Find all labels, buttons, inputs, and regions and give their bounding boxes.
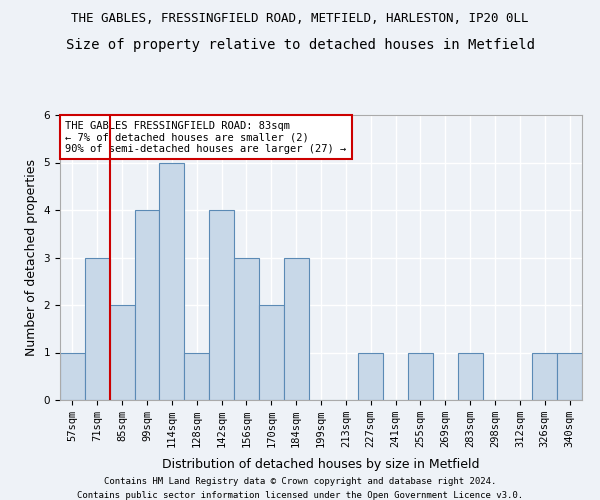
- Bar: [85, 258, 110, 400]
- Bar: [60, 352, 85, 400]
- Bar: [284, 258, 308, 400]
- Y-axis label: Number of detached properties: Number of detached properties: [25, 159, 38, 356]
- Bar: [160, 162, 184, 400]
- Bar: [110, 305, 134, 400]
- Bar: [259, 305, 284, 400]
- Bar: [358, 352, 383, 400]
- Text: THE GABLES, FRESSINGFIELD ROAD, METFIELD, HARLESTON, IP20 0LL: THE GABLES, FRESSINGFIELD ROAD, METFIELD…: [71, 12, 529, 26]
- Bar: [184, 352, 209, 400]
- Text: Contains HM Land Registry data © Crown copyright and database right 2024.: Contains HM Land Registry data © Crown c…: [104, 478, 496, 486]
- Bar: [134, 210, 160, 400]
- Text: Size of property relative to detached houses in Metfield: Size of property relative to detached ho…: [65, 38, 535, 52]
- Bar: [532, 352, 557, 400]
- Text: Contains public sector information licensed under the Open Government Licence v3: Contains public sector information licen…: [77, 491, 523, 500]
- Bar: [458, 352, 482, 400]
- Bar: [408, 352, 433, 400]
- Text: THE GABLES FRESSINGFIELD ROAD: 83sqm
← 7% of detached houses are smaller (2)
90%: THE GABLES FRESSINGFIELD ROAD: 83sqm ← 7…: [65, 120, 346, 154]
- Bar: [234, 258, 259, 400]
- Bar: [209, 210, 234, 400]
- Bar: [557, 352, 582, 400]
- X-axis label: Distribution of detached houses by size in Metfield: Distribution of detached houses by size …: [162, 458, 480, 471]
